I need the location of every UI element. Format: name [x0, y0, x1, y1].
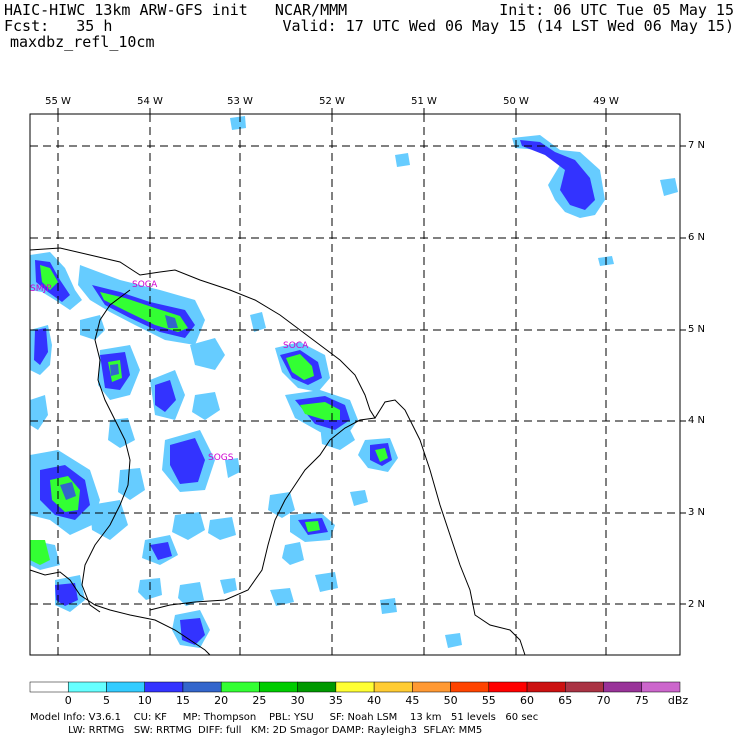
colorbar-level-label: 20 [214, 694, 229, 707]
lat-label-6n: 6 N [688, 232, 706, 243]
lat-label-2n: 2 N [688, 599, 706, 610]
colorbar-units: dBz [667, 694, 689, 707]
graticule [30, 114, 680, 655]
valid-time: Valid: 17 UTC Wed 06 May 15 (14 LST Wed … [282, 17, 734, 35]
colorbar-level-label: 30 [290, 694, 305, 707]
colorbar-level-label: 65 [558, 694, 573, 707]
lat-label-5n: 5 N [688, 324, 706, 335]
colorbar-level-label: 5 [102, 694, 110, 707]
colorbar-level-label: 75 [634, 694, 649, 707]
map-frame [29, 113, 681, 656]
colorbar [29, 681, 681, 693]
colorbar-box [67, 681, 107, 693]
lon-ticks [57, 108, 607, 114]
colorbar-box [297, 681, 337, 693]
lat-label-7n: 7 N [688, 140, 706, 151]
colorbar-box [335, 681, 375, 693]
colorbar-box [373, 681, 413, 693]
station-sogs: SOGS [208, 453, 234, 463]
colorbar-box [450, 681, 490, 693]
colorbar-boxes [29, 681, 681, 693]
colorbar-box [526, 681, 566, 693]
colorbar-level-label: 50 [443, 694, 458, 707]
colorbar-box [259, 681, 298, 693]
lon-label-53w: 53 W [227, 96, 253, 107]
colorbar-level-label: 60 [520, 694, 535, 707]
station-smjp: SMJP [30, 284, 52, 294]
colorbar-level-label: 25 [252, 694, 267, 707]
footer-line-2: LW: RRTMG SW: RRTMG DIFF: full KM: 2D Sm… [30, 725, 483, 736]
colorbar-box [603, 681, 643, 693]
forecast-hour: Fcst: 35 h [4, 17, 113, 35]
field-name: maxdbz_refl_10cm [10, 33, 155, 51]
lat-label-4n: 4 N [688, 415, 706, 426]
station-socm: SOCA [132, 280, 158, 290]
colorbar-box [488, 681, 528, 693]
init-time: Init: 06 UTC Tue 05 May 15 [499, 1, 734, 19]
lon-label-51w: 51 W [411, 96, 437, 107]
colorbar-level-label: 55 [481, 694, 496, 707]
title-line-1: HAIC-HIWC 13km ARW-GFS init NCAR/MMM [4, 1, 348, 19]
colorbar-level-label: 15 [175, 694, 190, 707]
coastline [29, 247, 526, 656]
colorbar-box [182, 681, 222, 693]
station-soca: SOCA [283, 341, 309, 351]
lat-label-3n: 3 N [688, 507, 706, 518]
colorbar-box [565, 681, 604, 693]
colorbar-level-label: 40 [367, 694, 382, 707]
lon-label-49w: 49 W [593, 96, 619, 107]
lon-label-52w: 52 W [319, 96, 345, 107]
colorbar-box [106, 681, 145, 693]
lon-label-50w: 50 W [503, 96, 529, 107]
colorbar-level-label: 10 [137, 694, 152, 707]
colorbar-level-label: 70 [596, 694, 611, 707]
colorbar-box [144, 681, 184, 693]
lat-ticks [680, 145, 686, 605]
colorbar-box [29, 681, 69, 693]
lon-label-55w: 55 W [45, 96, 71, 107]
colorbar-box [220, 681, 260, 693]
colorbar-level-label: 0 [64, 694, 72, 707]
colorbar-box [641, 681, 681, 693]
colorbar-box [412, 681, 451, 693]
lon-label-54w: 54 W [137, 96, 163, 107]
footer-line-1: Model Info: V3.6.1 CU: KF MP: Thompson P… [30, 712, 539, 723]
colorbar-level-label: 45 [405, 694, 420, 707]
reflectivity-cores-steel [60, 315, 178, 500]
colorbar-level-label: 35 [328, 694, 343, 707]
